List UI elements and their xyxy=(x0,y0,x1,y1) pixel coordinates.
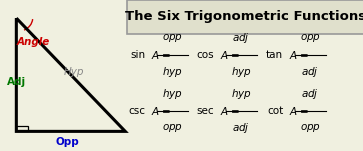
Text: $A$ =: $A$ = xyxy=(214,105,241,117)
Text: $A$ =: $A$ = xyxy=(214,49,241,61)
Text: $\mathit{adj}$: $\mathit{adj}$ xyxy=(301,66,319,79)
FancyBboxPatch shape xyxy=(127,0,363,34)
Text: cos: cos xyxy=(196,50,214,60)
Text: $\mathit{hyp}$: $\mathit{hyp}$ xyxy=(231,66,252,79)
Text: $\mathit{adj}$: $\mathit{adj}$ xyxy=(232,121,250,135)
Text: Opp: Opp xyxy=(55,137,79,147)
Text: $A$ =: $A$ = xyxy=(145,105,172,117)
Text: cot: cot xyxy=(267,106,283,116)
Text: Hyp: Hyp xyxy=(64,67,85,77)
Text: Adj: Adj xyxy=(7,77,26,87)
Text: $\mathit{opp}$: $\mathit{opp}$ xyxy=(300,122,321,134)
Text: $\mathit{hyp}$: $\mathit{hyp}$ xyxy=(231,87,252,101)
Bar xyxy=(16,126,28,131)
Text: $A$ =: $A$ = xyxy=(145,49,172,61)
Text: $A$ =: $A$ = xyxy=(283,49,310,61)
Text: $\mathit{adj}$: $\mathit{adj}$ xyxy=(301,87,319,101)
Text: $\mathit{hyp}$: $\mathit{hyp}$ xyxy=(162,87,183,101)
Text: The Six Trigonometric Functions: The Six Trigonometric Functions xyxy=(125,10,363,24)
Text: $\mathit{opp}$: $\mathit{opp}$ xyxy=(300,32,321,44)
Text: sec: sec xyxy=(196,106,214,116)
Text: csc: csc xyxy=(128,106,145,116)
Text: $\mathit{adj}$: $\mathit{adj}$ xyxy=(232,31,250,45)
Text: tan: tan xyxy=(266,50,283,60)
Text: $A$ =: $A$ = xyxy=(283,105,310,117)
Text: $\mathit{opp}$: $\mathit{opp}$ xyxy=(162,32,183,44)
Text: $\mathit{hyp}$: $\mathit{hyp}$ xyxy=(162,66,183,79)
Text: sin: sin xyxy=(130,50,145,60)
Text: $\mathit{opp}$: $\mathit{opp}$ xyxy=(162,122,183,134)
Text: Angle: Angle xyxy=(17,37,50,47)
